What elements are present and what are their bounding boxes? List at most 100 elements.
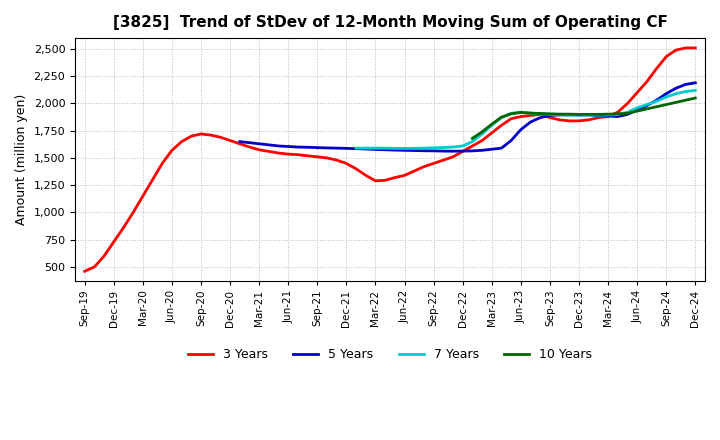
5 Years xyxy=(400,148,409,153)
7 Years xyxy=(497,115,505,120)
5 Years xyxy=(333,146,341,151)
5 Years xyxy=(449,149,457,154)
5 Years xyxy=(459,148,467,154)
5 Years xyxy=(342,146,351,151)
7 Years xyxy=(507,110,516,116)
5 Years xyxy=(439,148,448,154)
7 Years xyxy=(429,145,438,150)
3 Years xyxy=(691,45,700,51)
5 Years xyxy=(565,112,574,117)
7 Years xyxy=(487,123,496,128)
3 Years xyxy=(420,164,428,169)
7 Years xyxy=(381,146,390,151)
10 Years xyxy=(546,111,554,117)
7 Years xyxy=(400,146,409,151)
7 Years xyxy=(555,112,564,117)
7 Years xyxy=(546,112,554,117)
Y-axis label: Amount (million yen): Amount (million yen) xyxy=(15,94,28,225)
5 Years xyxy=(642,103,651,108)
10 Years xyxy=(516,110,525,115)
Line: 5 Years: 5 Years xyxy=(240,83,696,151)
5 Years xyxy=(497,146,505,151)
3 Years xyxy=(478,138,487,143)
7 Years xyxy=(449,144,457,150)
5 Years xyxy=(284,144,292,149)
7 Years xyxy=(459,143,467,149)
5 Years xyxy=(662,91,670,96)
5 Years xyxy=(352,146,361,151)
10 Years xyxy=(585,112,593,117)
5 Years xyxy=(604,114,613,119)
5 Years xyxy=(546,113,554,118)
7 Years xyxy=(526,110,535,116)
7 Years xyxy=(468,139,477,144)
7 Years xyxy=(672,91,680,96)
7 Years xyxy=(662,94,670,99)
5 Years xyxy=(672,86,680,91)
7 Years xyxy=(633,105,642,110)
Line: 7 Years: 7 Years xyxy=(356,90,696,148)
5 Years xyxy=(429,148,438,154)
3 Years xyxy=(158,161,166,166)
5 Years xyxy=(652,98,661,103)
5 Years xyxy=(633,107,642,113)
7 Years xyxy=(516,110,525,115)
10 Years xyxy=(497,114,505,120)
10 Years xyxy=(613,111,622,117)
10 Years xyxy=(478,129,487,135)
Legend: 3 Years, 5 Years, 7 Years, 10 Years: 3 Years, 5 Years, 7 Years, 10 Years xyxy=(184,343,597,367)
10 Years xyxy=(575,112,583,117)
7 Years xyxy=(613,112,622,117)
7 Years xyxy=(371,146,379,151)
5 Years xyxy=(303,145,312,150)
5 Years xyxy=(613,114,622,119)
5 Years xyxy=(410,148,418,153)
5 Years xyxy=(235,139,244,144)
5 Years xyxy=(536,115,544,120)
5 Years xyxy=(246,140,254,145)
5 Years xyxy=(313,145,322,150)
10 Years xyxy=(681,98,690,103)
10 Years xyxy=(468,136,477,141)
5 Years xyxy=(526,119,535,125)
5 Years xyxy=(585,112,593,117)
7 Years xyxy=(585,113,593,118)
10 Years xyxy=(691,95,700,101)
7 Years xyxy=(478,131,487,136)
3 Years xyxy=(468,143,477,149)
7 Years xyxy=(361,146,370,151)
7 Years xyxy=(642,102,651,107)
7 Years xyxy=(352,146,361,151)
10 Years xyxy=(507,111,516,117)
7 Years xyxy=(390,146,399,151)
7 Years xyxy=(691,88,700,93)
3 Years xyxy=(681,45,690,51)
10 Years xyxy=(642,106,651,112)
5 Years xyxy=(594,113,603,118)
10 Years xyxy=(633,109,642,114)
10 Years xyxy=(604,111,613,117)
5 Years xyxy=(381,147,390,152)
5 Years xyxy=(681,82,690,87)
10 Years xyxy=(623,110,631,116)
10 Years xyxy=(555,111,564,117)
5 Years xyxy=(361,147,370,152)
5 Years xyxy=(516,127,525,132)
3 Years xyxy=(381,178,390,183)
5 Years xyxy=(371,147,379,152)
10 Years xyxy=(487,121,496,127)
7 Years xyxy=(623,110,631,115)
10 Years xyxy=(526,110,535,116)
7 Years xyxy=(681,89,690,94)
10 Years xyxy=(594,112,603,117)
7 Years xyxy=(604,112,613,117)
7 Years xyxy=(410,146,418,151)
10 Years xyxy=(536,111,544,116)
5 Years xyxy=(555,112,564,117)
5 Years xyxy=(507,138,516,143)
7 Years xyxy=(439,145,448,150)
7 Years xyxy=(594,113,603,118)
5 Years xyxy=(691,80,700,85)
10 Years xyxy=(672,100,680,105)
5 Years xyxy=(468,148,477,154)
